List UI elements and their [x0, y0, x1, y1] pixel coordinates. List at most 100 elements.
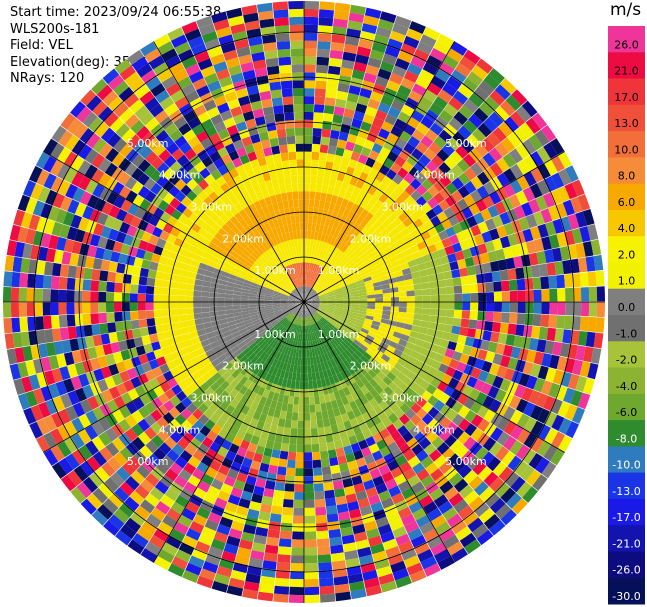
ppi-gate: [438, 230, 449, 241]
ppi-gate: [567, 373, 580, 390]
ppi-gate: [327, 298, 336, 301]
ppi-gate: [368, 195, 379, 206]
ppi-gate: [318, 307, 327, 312]
ppi-gate: [523, 417, 537, 433]
ppi-gate: [421, 282, 430, 290]
ppi-gate: [507, 323, 517, 335]
ppi-gate: [337, 262, 346, 271]
ppi-gate: [403, 172, 415, 184]
ppi-gate: [503, 222, 515, 236]
ppi-gate: [496, 431, 510, 446]
ppi-gate: [319, 305, 328, 309]
ppi-gate: [321, 280, 329, 287]
ppi-gate: [550, 398, 563, 415]
ppi-gate: [383, 297, 392, 302]
ppi-gate: [351, 302, 360, 305]
ppi-gate: [537, 365, 549, 380]
ppi-gate: [470, 401, 483, 414]
ppi-gate: [339, 215, 347, 225]
ppi-gate: [383, 87, 397, 100]
ppi-gate: [422, 302, 431, 309]
ppi-gate: [341, 285, 350, 290]
ppi-gate: [377, 250, 387, 259]
ppi-gate: [564, 273, 573, 288]
ppi-gate: [551, 431, 566, 448]
ppi-gate: [335, 307, 344, 311]
ppi-gate: [310, 271, 314, 280]
ppi-gate: [551, 155, 565, 172]
ppi-gate: [537, 223, 549, 238]
ppi-gate: [522, 448, 537, 465]
ppi-gate: [395, 321, 405, 329]
ppi-gate: [525, 240, 537, 254]
ppi-gate: [427, 185, 440, 197]
ppi-gate: [372, 281, 382, 287]
ppi-gate: [575, 375, 588, 392]
ppi-gate: [518, 348, 529, 361]
ppi-gate: [438, 129, 453, 143]
ppi-gate: [529, 183, 543, 199]
ppi-gate: [402, 376, 413, 387]
ppi-gate: [334, 289, 343, 294]
ppi-gate: [365, 157, 376, 168]
ppi-gate: [304, 230, 308, 239]
ppi-gate: [340, 181, 350, 191]
ppi-gate: [410, 350, 420, 360]
ppi-gate: [457, 125, 472, 140]
ppi-gate: [304, 294, 307, 302]
ppi-gate: [466, 328, 477, 338]
ppi-gate: [381, 353, 391, 363]
ppi-gate: [411, 83, 427, 96]
ppi-gate: [304, 246, 307, 255]
ppi-gate: [500, 355, 511, 368]
ppi-gate: [559, 246, 570, 261]
ppi-gate: [327, 305, 336, 309]
ppi-gate: [346, 276, 355, 283]
ppi-gate: [320, 136, 330, 146]
ppi-gate: [373, 34, 390, 46]
ppi-gate: [555, 202, 568, 219]
ppi-gate: [375, 109, 388, 121]
ppi-gate: [318, 292, 327, 297]
ppi-gate: [367, 331, 377, 338]
ppi-gate: [503, 406, 516, 421]
ppi-gate: [400, 77, 415, 90]
ppi-gate: [517, 290, 526, 302]
ppi-gate: [332, 187, 341, 197]
ppi-gate: [377, 18, 394, 31]
ppi-gate: [525, 290, 534, 302]
ppi-gate: [332, 284, 341, 290]
ppi-gate: [544, 427, 559, 445]
ppi-gate: [474, 143, 489, 158]
ppi-gate: [358, 38, 374, 50]
ppi-gate: [367, 57, 382, 69]
ppi-gate: [448, 96, 464, 111]
ppi-gate: [439, 187, 452, 200]
ppi-gate: [550, 189, 563, 205]
ppi-gate: [450, 202, 462, 215]
ppi-gate: [426, 55, 443, 69]
ppi-gate: [343, 246, 352, 255]
ppi-gate: [360, 146, 372, 158]
ppi-gate: [337, 321, 346, 328]
ppi-gate: [308, 279, 312, 287]
ppi-gate: [516, 413, 530, 429]
ppi-gate: [415, 385, 426, 397]
ppi-gate: [486, 132, 501, 148]
ppi-gate: [541, 125, 557, 142]
ppi-gate: [328, 137, 339, 147]
ppi-gate: [397, 167, 409, 179]
ppi-gate: [562, 199, 575, 216]
ppi-gate: [567, 213, 580, 230]
ppi-gate: [382, 288, 391, 294]
ppi-gate: [546, 327, 557, 342]
ppi-gate: [378, 213, 388, 224]
ppi-gate: [537, 163, 551, 180]
ppi-gate: [323, 283, 331, 289]
ppi-gate: [316, 215, 322, 225]
ppi-gate: [400, 242, 410, 252]
ppi-gate: [320, 258, 326, 267]
ppi-gate: [487, 385, 500, 399]
ppi-gate: [532, 277, 542, 290]
ppi-gate: [448, 117, 463, 131]
